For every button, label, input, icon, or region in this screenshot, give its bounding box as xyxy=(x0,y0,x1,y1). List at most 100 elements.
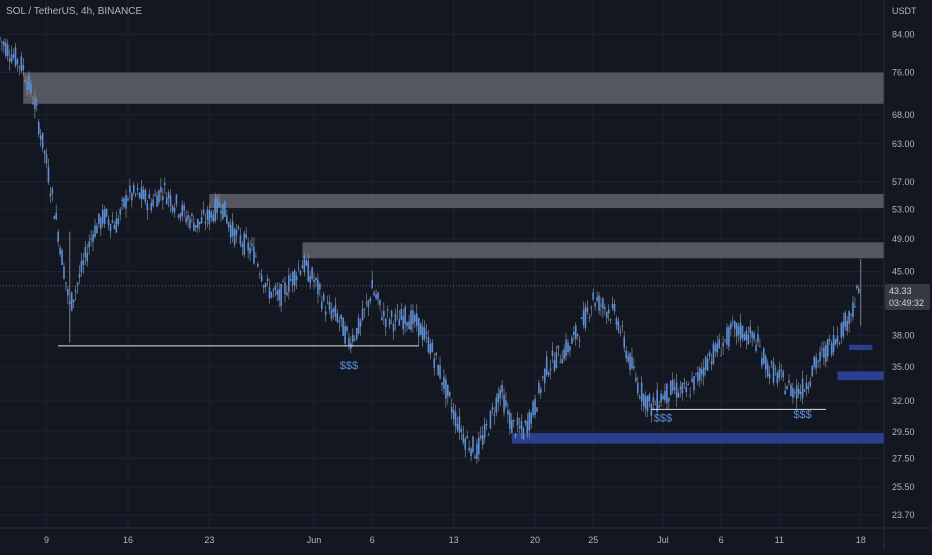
candle-body xyxy=(258,273,261,275)
candle-body xyxy=(598,295,600,311)
time-tick-label: 18 xyxy=(856,535,866,545)
candle-body xyxy=(536,407,538,412)
candle-body xyxy=(642,394,645,407)
candle-body xyxy=(162,196,164,200)
candle-body xyxy=(131,193,133,201)
candle-body xyxy=(332,308,335,313)
candle-body xyxy=(414,314,416,322)
candle-body xyxy=(613,303,616,312)
price-tick-label: 25.50 xyxy=(892,482,915,492)
candle-body xyxy=(247,242,249,251)
candle-body xyxy=(365,302,368,304)
candle-body xyxy=(821,348,823,350)
candle-body xyxy=(507,410,509,415)
candle-body xyxy=(763,348,765,364)
candle-body xyxy=(633,366,635,369)
candle-body xyxy=(534,398,536,415)
candle-body xyxy=(590,307,593,309)
candle-body xyxy=(299,270,302,275)
candle-body xyxy=(621,325,624,327)
candle-body xyxy=(191,213,193,216)
time-tick-label: Jun xyxy=(307,535,322,545)
symbol-info[interactable]: SOL / TetherUS, 4h, BINANCE xyxy=(6,6,143,17)
candle-body xyxy=(487,434,490,436)
candle-body xyxy=(49,193,52,197)
candle-body xyxy=(857,288,860,294)
candle-body xyxy=(227,222,230,228)
candle-body xyxy=(30,84,32,94)
candle-body xyxy=(759,346,761,348)
candle-body xyxy=(37,122,40,135)
candle-body xyxy=(210,211,213,218)
candle-body xyxy=(10,54,13,63)
candle-body xyxy=(448,392,451,396)
candle-body xyxy=(749,327,752,334)
candle-body xyxy=(297,267,300,269)
price-tick-label: 23.70 xyxy=(892,510,915,520)
candle-body xyxy=(662,395,664,400)
candle-body xyxy=(687,384,690,386)
candle-body xyxy=(567,342,569,352)
candle-body xyxy=(317,279,319,295)
candle-body xyxy=(823,347,825,358)
candle-body xyxy=(582,310,585,325)
candle-body xyxy=(204,221,207,224)
candle-body xyxy=(640,382,643,401)
candle-body xyxy=(807,386,810,389)
candle-body xyxy=(795,385,798,400)
candle-body xyxy=(276,290,279,295)
candle-body xyxy=(623,336,626,348)
candle-body xyxy=(352,334,354,342)
candle-body xyxy=(483,424,486,439)
candle-body xyxy=(635,377,637,382)
candle-body xyxy=(720,355,722,357)
liquidity-label: $$$ xyxy=(654,413,672,425)
candle-body xyxy=(237,226,240,229)
candle-body xyxy=(251,243,253,246)
candle-body xyxy=(669,380,672,396)
candle-body xyxy=(421,326,424,341)
candle-body xyxy=(846,320,848,331)
candle-body xyxy=(532,401,534,416)
candle-body xyxy=(357,317,360,334)
candle-body xyxy=(497,393,500,403)
candle-body xyxy=(338,320,341,323)
time-tick-label: 23 xyxy=(204,535,214,545)
candle-body xyxy=(32,103,34,105)
candle-body xyxy=(63,266,65,279)
candle-body xyxy=(175,194,178,205)
candle-body xyxy=(714,344,717,352)
candle-body xyxy=(177,215,180,217)
candle-body xyxy=(96,225,98,234)
candle-body xyxy=(183,205,185,211)
time-tick-label: 16 xyxy=(123,535,133,545)
candle-body xyxy=(697,372,699,382)
candle-body xyxy=(803,389,806,392)
annotations: $$$ $$$ $$$ xyxy=(340,360,812,425)
candle-body xyxy=(309,276,311,284)
candle-body xyxy=(171,205,174,212)
candle-body xyxy=(776,372,779,384)
candle-body xyxy=(704,356,707,370)
candle-body xyxy=(726,327,728,345)
candle-body xyxy=(305,260,308,266)
candle-body xyxy=(134,193,137,195)
candle-body xyxy=(84,247,87,258)
candle-body xyxy=(574,325,577,340)
candle-body xyxy=(495,397,498,413)
candle-body xyxy=(363,308,366,310)
candle-body xyxy=(565,339,567,357)
candle-body xyxy=(100,218,102,229)
candle-body xyxy=(193,222,195,231)
candle-body xyxy=(656,389,658,412)
candle-body xyxy=(450,406,453,413)
candle-body xyxy=(231,221,234,237)
candle-body xyxy=(636,382,639,394)
price-tick-label: 45.00 xyxy=(892,267,915,277)
candle-body xyxy=(138,192,141,198)
candle-body xyxy=(326,302,329,304)
candle-body xyxy=(510,419,513,433)
candle-body xyxy=(439,365,441,379)
